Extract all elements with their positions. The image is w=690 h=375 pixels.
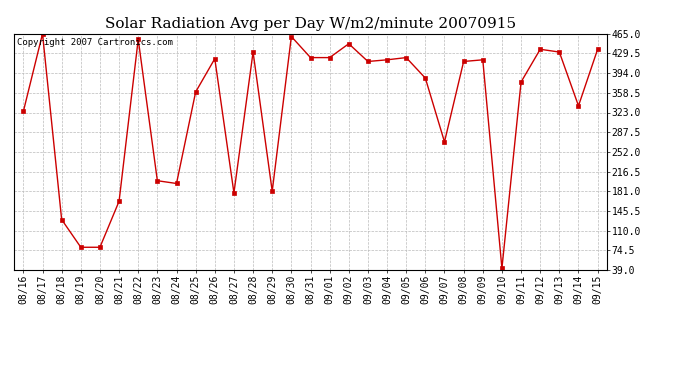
Text: Copyright 2007 Cartronics.com: Copyright 2007 Cartronics.com (17, 39, 172, 48)
Title: Solar Radiation Avg per Day W/m2/minute 20070915: Solar Radiation Avg per Day W/m2/minute … (105, 17, 516, 31)
